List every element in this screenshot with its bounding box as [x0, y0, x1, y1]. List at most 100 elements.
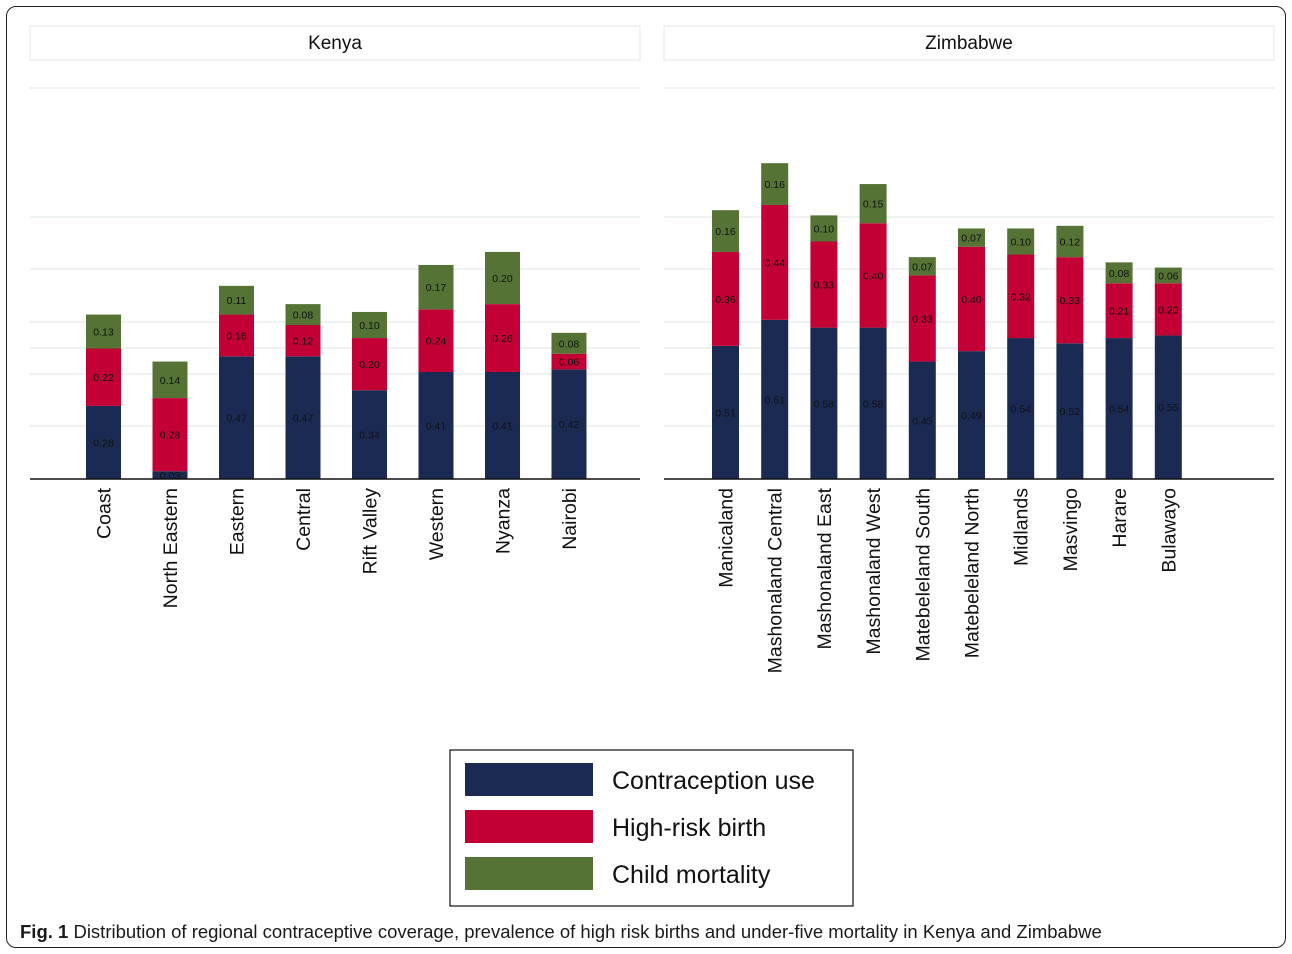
- bar-high-risk-birth: [958, 246, 985, 352]
- panel-zimbabwe: Zimbabwe 0.51 0.36 0.16 Manicaland 0.61 0.44 0.…: [663, 25, 1275, 673]
- bar-high-risk-birth: [1007, 254, 1035, 339]
- bar-child-mortality: [418, 264, 454, 310]
- bar-child-mortality: [1007, 228, 1035, 255]
- bar-value-label: 0.28: [160, 430, 181, 442]
- bar-contraception-use: [485, 371, 520, 479]
- bar-value-label: 0.28: [93, 437, 114, 449]
- bar-value-label: 0.47: [226, 413, 247, 425]
- bar-contraception-use: [1007, 338, 1035, 479]
- bar-value-label: 0.17: [426, 282, 447, 294]
- bar-value-label: 0.06: [1158, 270, 1179, 282]
- bar-value-label: 0.12: [1060, 236, 1081, 248]
- bar-contraception-use: [712, 345, 739, 479]
- bar-child-mortality: [485, 251, 520, 305]
- bar-value-label: 0.61: [764, 394, 785, 406]
- figure-caption: Fig. 1 Distribution of regional contrace…: [20, 921, 1102, 943]
- bar-value-label: 0.54: [1010, 404, 1031, 416]
- bar-value-label: 0.16: [764, 179, 785, 191]
- category-label: Harare: [1109, 488, 1131, 548]
- bar-child-mortality: [1154, 267, 1182, 284]
- bar-high-risk-birth: [1154, 283, 1182, 336]
- category-label: North Eastern: [160, 488, 182, 608]
- category-label: Coast: [94, 487, 116, 539]
- bar-high-risk-birth: [908, 275, 936, 362]
- bar-high-risk-birth: [285, 325, 321, 357]
- bar-high-risk-birth: [551, 353, 587, 370]
- bar-child-mortality: [712, 210, 739, 252]
- bar-value-label: 0.16: [715, 226, 736, 238]
- bar-child-mortality: [551, 332, 587, 354]
- bar-contraception-use: [761, 319, 789, 479]
- bar-value-label: 0.41: [426, 420, 447, 432]
- bar-contraception-use: [418, 371, 454, 479]
- bar-value-label: 0.33: [814, 280, 835, 292]
- bar-value-label: 0.51: [715, 407, 736, 419]
- bar-value-label: 0.54: [1109, 404, 1130, 416]
- bar-value-label: 0.34: [359, 430, 380, 442]
- bar-child-mortality: [152, 361, 188, 399]
- bar-value-label: 0.06: [559, 357, 580, 369]
- bar-value-label: 0.10: [1010, 236, 1031, 248]
- panel-title-box: [663, 25, 1275, 61]
- legend-swatch: [465, 857, 593, 890]
- bar-value-label: 0.20: [1158, 304, 1179, 316]
- legend-label: Contraception use: [612, 767, 815, 795]
- panel-kenya: Kenya 0.28 0.22 0.13 Coast 0.03 0.28 0.14 North …: [29, 25, 641, 608]
- bar-child-mortality: [1056, 225, 1084, 258]
- bar-high-risk-birth: [86, 348, 121, 406]
- legend: Contraception use High-risk birth Child mo…: [449, 749, 854, 907]
- panel-title-box: [29, 25, 641, 61]
- bar-high-risk-birth: [1056, 257, 1084, 344]
- bar-contraception-use: [1154, 335, 1182, 479]
- bar-contraception-use: [1056, 343, 1084, 479]
- bar-contraception-use: [352, 390, 387, 479]
- bar-value-label: 0.24: [426, 336, 447, 348]
- bar-child-mortality: [859, 184, 887, 224]
- bar-value-label: 0.47: [293, 413, 314, 425]
- bar-contraception-use: [551, 369, 587, 479]
- bar-value-label: 0.16: [226, 330, 247, 342]
- category-label: Masvingo: [1060, 488, 1082, 572]
- bar-value-label: 0.52: [1060, 406, 1081, 418]
- legend-swatch: [465, 810, 593, 843]
- bar-value-label: 0.42: [559, 419, 580, 431]
- category-label: Rift Valley: [360, 488, 382, 575]
- bar-contraception-use: [219, 356, 254, 479]
- category-label: Midlands: [1011, 488, 1033, 566]
- bar-child-mortality: [1105, 262, 1133, 284]
- category-label: Mashonaland Central: [765, 488, 787, 673]
- bar-child-mortality: [352, 311, 387, 339]
- category-label: Mashonaland West: [863, 487, 885, 654]
- legend-swatch: [465, 763, 593, 796]
- bar-value-label: 0.58: [814, 398, 835, 410]
- category-label: Eastern: [227, 488, 249, 555]
- panel-title: Kenya: [308, 33, 362, 54]
- bar-value-label: 0.15: [863, 199, 884, 211]
- bar-value-label: 0.07: [961, 233, 982, 245]
- bar-value-label: 0.11: [227, 295, 247, 307]
- bar-child-mortality: [285, 304, 321, 326]
- bar-value-label: 0.08: [293, 310, 314, 322]
- bar-value-label: 0.32: [1010, 291, 1031, 303]
- bar-contraception-use: [1105, 338, 1133, 479]
- category-label: Mashonaland East: [814, 487, 836, 649]
- bar-value-label: 0.20: [359, 359, 380, 371]
- bar-value-label: 0.45: [912, 415, 933, 427]
- bar-contraception-use: [859, 327, 887, 479]
- bar-value-label: 0.22: [93, 372, 114, 384]
- figure-frame: [6, 6, 1286, 948]
- bar-contraception-use: [810, 327, 838, 479]
- bar-value-label: 0.33: [1060, 295, 1081, 307]
- bar-value-label: 0.26: [492, 333, 513, 345]
- category-label: Matebeleland North: [962, 488, 984, 658]
- bar-contraception-use: [285, 356, 321, 479]
- bar-value-label: 0.44: [764, 257, 785, 269]
- bar-value-label: 0.41: [492, 420, 513, 432]
- bar-high-risk-birth: [859, 223, 887, 328]
- category-label: Central: [293, 488, 315, 551]
- bar-value-label: 0.40: [863, 270, 884, 282]
- bar-value-label: 0.49: [961, 410, 982, 422]
- legend-label: Child mortality: [612, 861, 771, 889]
- category-label: Nairobi: [559, 488, 581, 550]
- bar-value-label: 0.55: [1158, 402, 1179, 414]
